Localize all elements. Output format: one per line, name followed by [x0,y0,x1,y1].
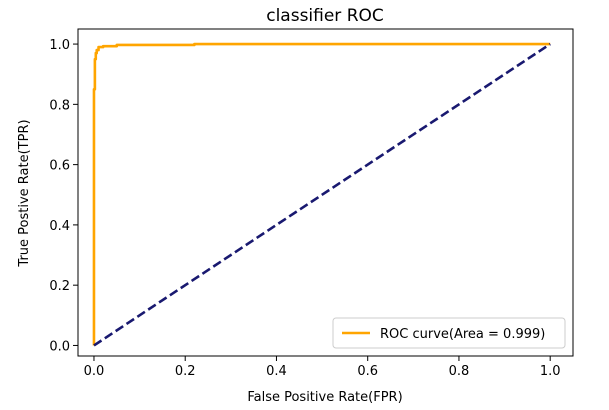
legend: ROC curve(Area = 0.999) [332,317,566,349]
x-tick-label: 0.0 [84,364,105,379]
y-tick-label: 0.4 [49,219,70,234]
legend-box [332,317,566,349]
x-tick-label: 0.4 [266,364,287,379]
chance-diagonal-line [93,42,551,347]
x-tick-label: 0.8 [449,364,470,379]
x-tick-label: 0.2 [175,364,196,379]
x-axis-label: False Positive Rate(FPR) [247,390,402,405]
x-tick-label: 0.6 [357,364,378,379]
plot-frame [77,28,574,357]
y-tick-label: 1.0 [49,38,70,53]
plot-area: 0.0 0.2 0.4 0.6 0.8 1.0 0.0 0.2 0.4 0.6 0.8 1.0 ROC … [49,28,574,379]
chart-title: classifier ROC [266,6,384,26]
x-tick-label: 1.0 [540,364,561,379]
y-tick-label: 0.0 [49,339,70,354]
roc-curve-line [92,42,551,346]
legend-label: ROC curve(Area = 0.999) [380,327,545,342]
y-tick-label: 0.6 [49,159,70,174]
y-axis-label: True Postive Rate(TPR) [17,119,32,267]
y-tick-label: 0.8 [49,98,70,113]
y-tick-label: 0.2 [49,279,70,294]
